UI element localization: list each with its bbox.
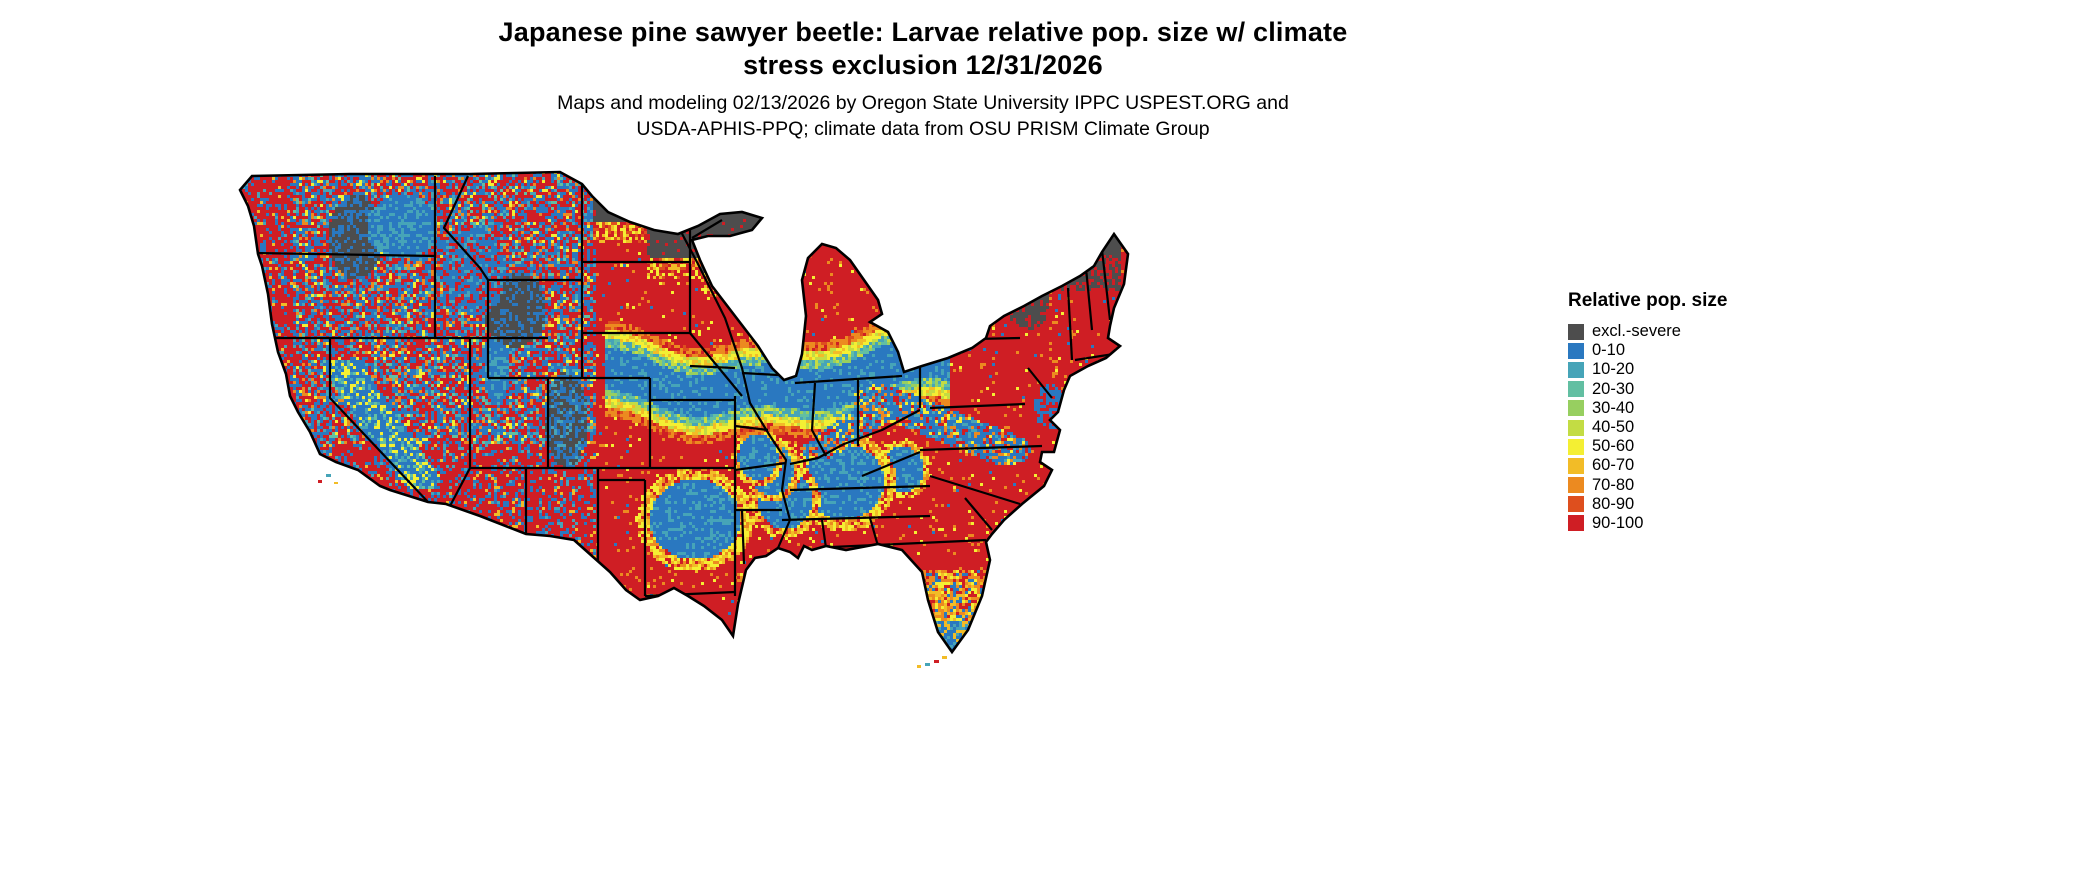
legend-item-label: 70-80 xyxy=(1592,475,1635,494)
legend-item: 80-90 xyxy=(1568,495,1727,514)
legend-item-label: 10-20 xyxy=(1592,360,1635,379)
map-title-line-2: stress exclusion 12/31/2026 xyxy=(743,50,1103,80)
legend-item-label: excl.-severe xyxy=(1592,322,1681,341)
legend-swatch xyxy=(1568,438,1584,455)
legend-item-label: 90-100 xyxy=(1592,513,1644,532)
legend-item: excl.-severe xyxy=(1568,322,1727,341)
map-subtitle: Maps and modeling 02/13/2026 by Oregon S… xyxy=(0,90,1846,142)
legend-item: 90-100 xyxy=(1568,514,1727,533)
legend-swatch xyxy=(1568,515,1584,532)
legend-item-label: 20-30 xyxy=(1592,379,1635,398)
legend-item: 0-10 xyxy=(1568,341,1727,360)
legend-item-label: 30-40 xyxy=(1592,398,1635,417)
legend-item: 30-40 xyxy=(1568,399,1727,418)
legend-item: 20-30 xyxy=(1568,380,1727,399)
legend-swatch xyxy=(1568,361,1584,378)
map-title: Japanese pine sawyer beetle: Larvae rela… xyxy=(0,16,1846,82)
legend-items: excl.-severe 0-10 10-20 20-30 30-40 40-50 50-6… xyxy=(1568,322,1727,533)
legend-swatch xyxy=(1568,496,1584,513)
legend-swatch xyxy=(1568,323,1584,340)
map-subtitle-line-1: Maps and modeling 02/13/2026 by Oregon S… xyxy=(557,92,1289,114)
legend-item: 10-20 xyxy=(1568,360,1727,379)
legend-swatch xyxy=(1568,381,1584,398)
legend-title: Relative pop. size xyxy=(1568,290,1728,311)
legend-swatch xyxy=(1568,342,1584,359)
legend-item-label: 60-70 xyxy=(1592,456,1635,475)
legend-swatch xyxy=(1568,477,1584,494)
legend-item: 70-80 xyxy=(1568,476,1727,495)
legend-item: 60-70 xyxy=(1568,456,1727,475)
legend-item-label: 40-50 xyxy=(1592,418,1635,437)
legend-item: 50-60 xyxy=(1568,437,1727,456)
map-subtitle-line-2: USDA-APHIS-PPQ; climate data from OSU PR… xyxy=(636,118,1210,140)
legend-swatch xyxy=(1568,457,1584,474)
map-title-line-1: Japanese pine sawyer beetle: Larvae rela… xyxy=(498,17,1348,47)
legend-item: 40-50 xyxy=(1568,418,1727,437)
legend-item-label: 0-10 xyxy=(1592,341,1626,360)
legend-swatch xyxy=(1568,419,1584,436)
legend-swatch xyxy=(1568,400,1584,417)
legend-item-label: 50-60 xyxy=(1592,437,1635,456)
legend: Relative pop. size excl.-severe 0-10 10-20… xyxy=(1568,290,1727,533)
legend-item-label: 80-90 xyxy=(1592,494,1635,513)
us-choropleth-map xyxy=(230,168,1130,668)
